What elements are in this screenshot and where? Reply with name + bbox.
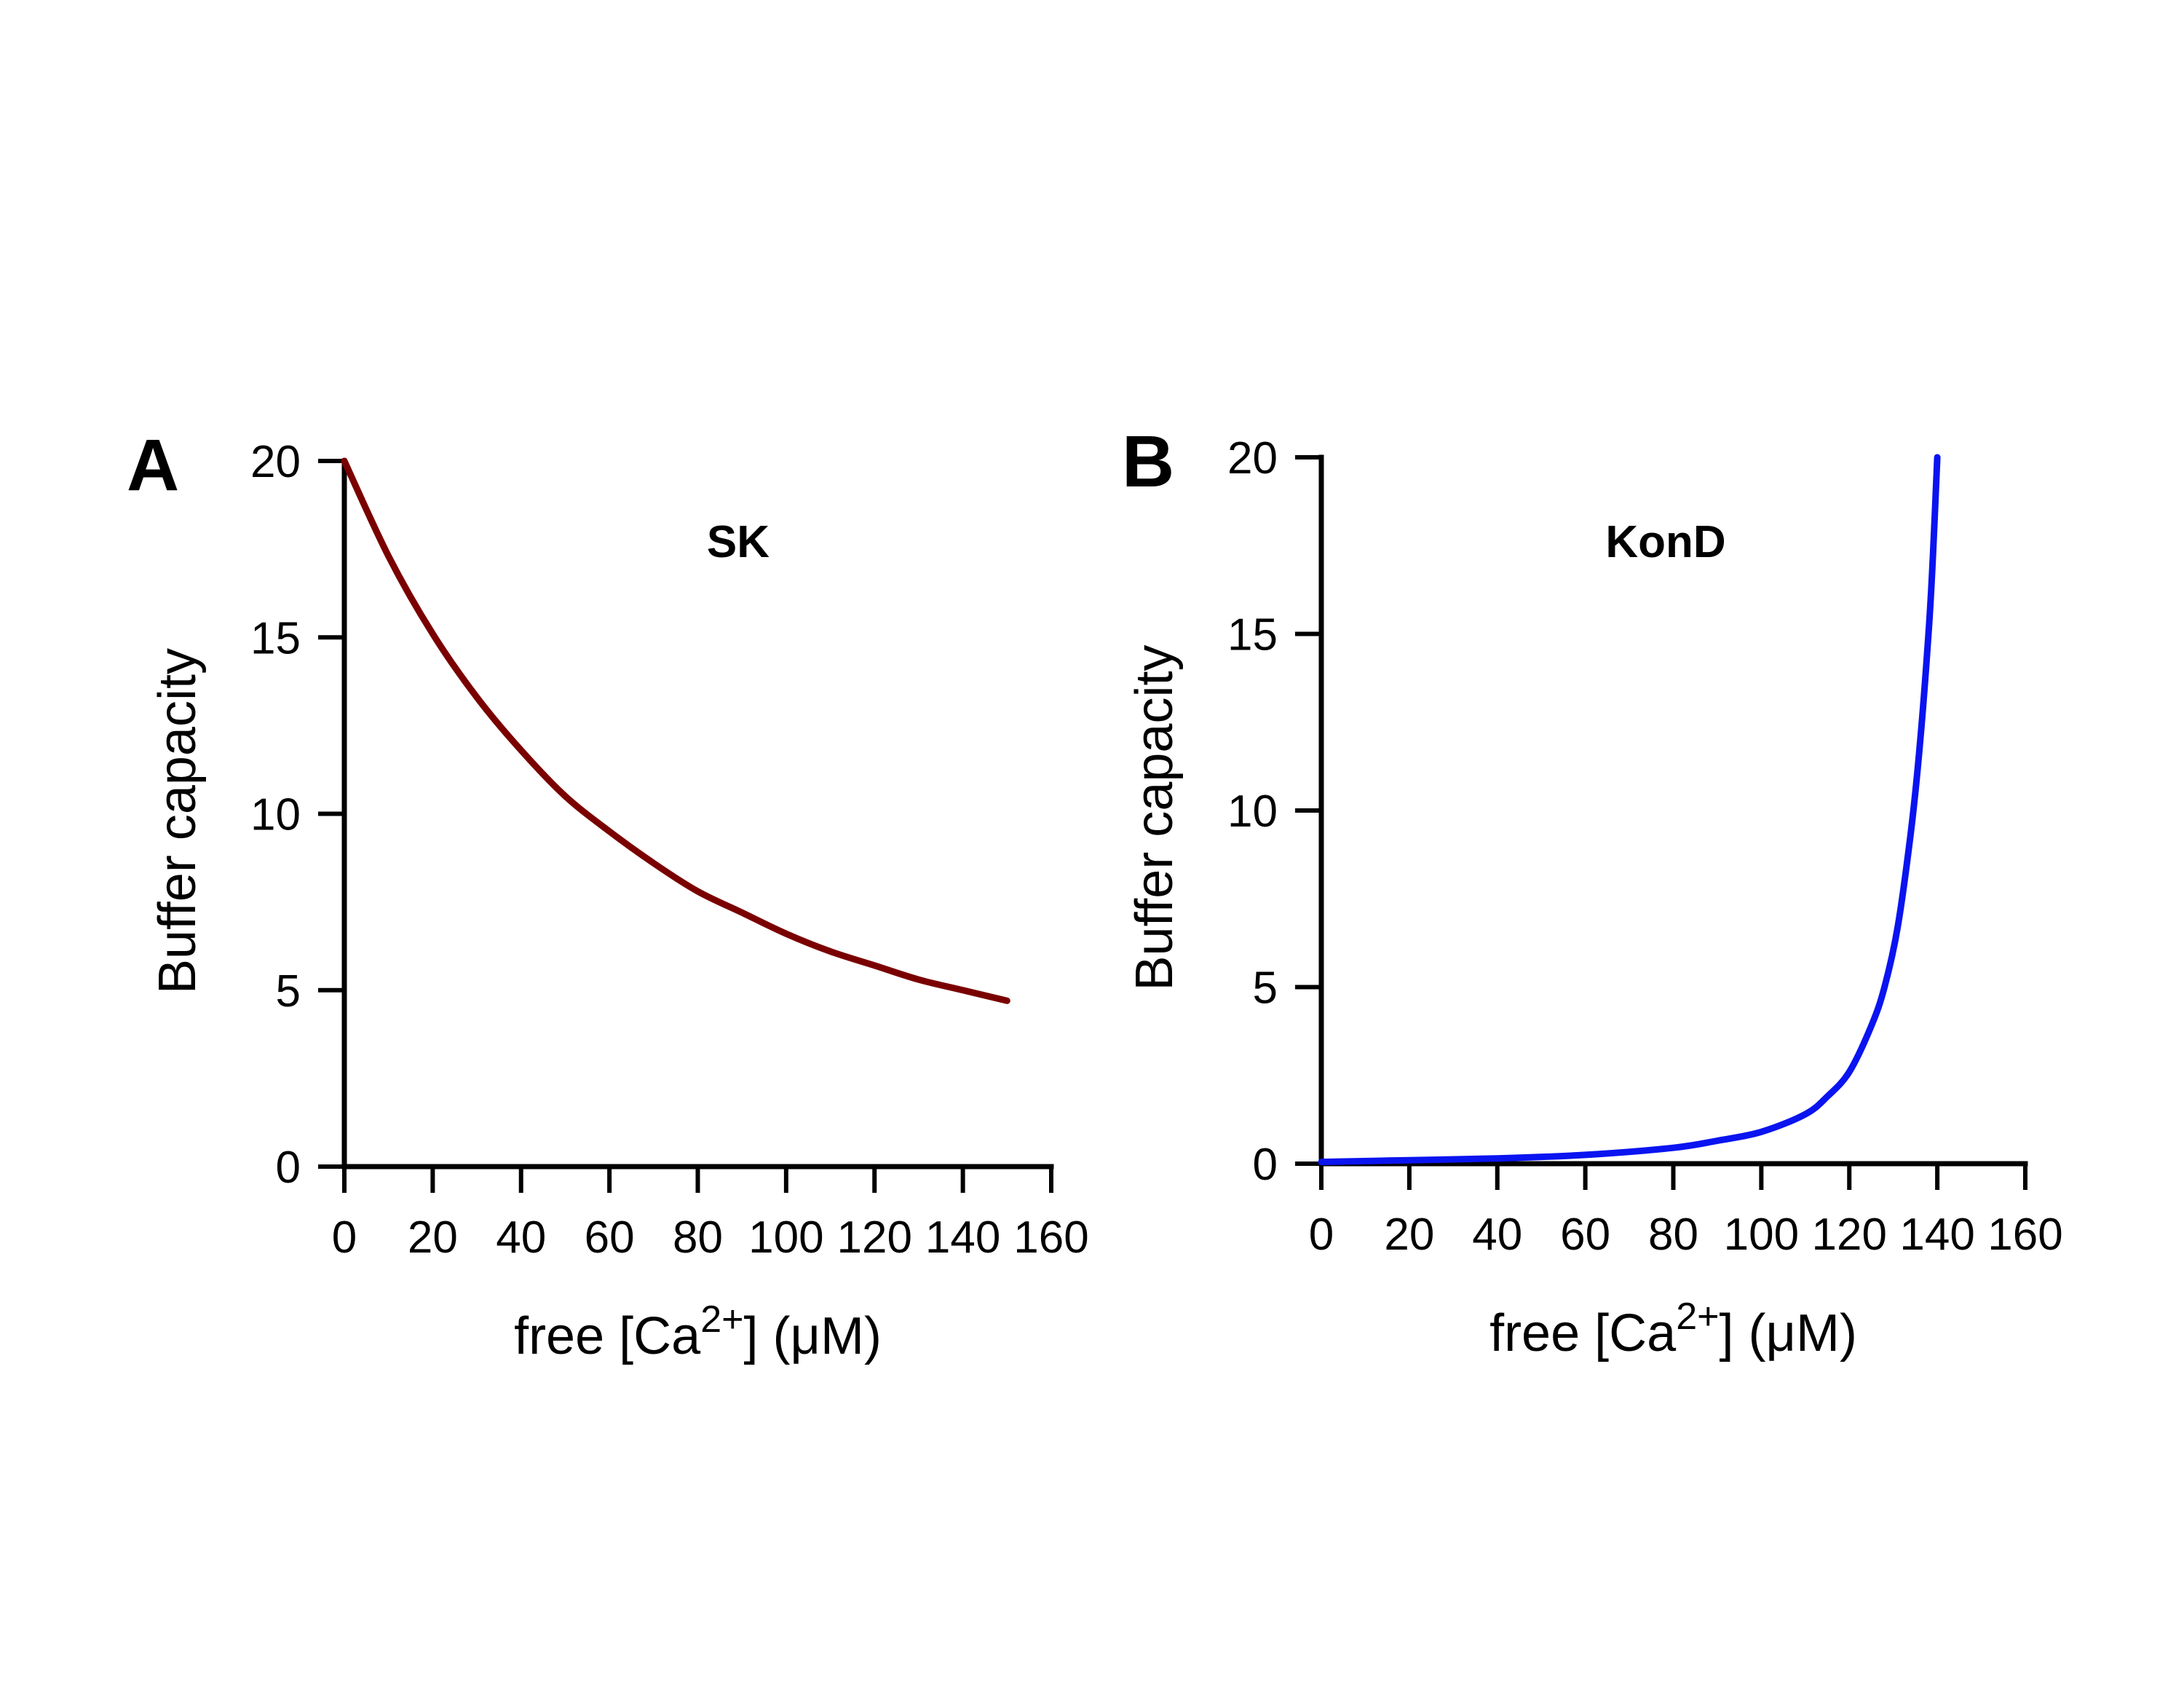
chart-0-series-line	[341, 457, 1010, 1004]
chart-0-y-tick-label: 0	[276, 1143, 301, 1193]
chart-0-y-tick-label: 10	[250, 790, 301, 840]
chart-1-x-tick-label: 120	[1812, 1210, 1887, 1260]
chart-0-y-axis-title: Buffer capacity	[149, 648, 207, 994]
chart-0-panel-letter: A	[127, 425, 179, 506]
chart-1-panel-letter: B	[1122, 421, 1174, 502]
chart-0-y-tick-label: 5	[276, 966, 301, 1017]
chart-0-series-label: SK	[707, 517, 769, 567]
chart-0-x-tick-label: 160	[1013, 1212, 1088, 1263]
chart-1: B KonD 0 5 10 15 20 0 20 40 60 80 100 120 140 160 Buffer…	[1122, 421, 2063, 1362]
chart-1-y-tick-label: 20	[1227, 433, 1278, 484]
chart-0-x-axis-title-prefix: free [Ca	[514, 1307, 701, 1365]
chart-0-x-axis-title-suffix: ] (μM)	[744, 1307, 882, 1365]
chart-1-series-line	[1318, 454, 1941, 1166]
chart-0-x-tick-label: 100	[748, 1212, 823, 1263]
chart-1-y-tick-label: 15	[1227, 610, 1278, 660]
chart-1-x-tick-label: 140	[1899, 1210, 1974, 1260]
chart-0-y-tick-label: 20	[250, 437, 301, 487]
chart-1-x-tick-label: 40	[1472, 1210, 1522, 1260]
chart-1-x-tick-label: 20	[1384, 1210, 1434, 1260]
chart-1-x-tick-label: 60	[1560, 1210, 1610, 1260]
chart-1-x-axis-title-suffix: ] (μM)	[1720, 1304, 1857, 1362]
chart-1-series-label: KonD	[1605, 517, 1725, 567]
chart-1-x-axis-title-superscript: 2+	[1676, 1295, 1719, 1338]
chart-1-y-tick-label: 5	[1253, 963, 1278, 1014]
chart-0-x-axis-title-superscript: 2+	[700, 1298, 743, 1341]
chart-1-x-tick-label: 0	[1309, 1210, 1334, 1260]
chart-0-x-tick-label: 140	[925, 1212, 1000, 1263]
chart-1-y-tick-label: 0	[1253, 1140, 1278, 1190]
chart-0-x-tick-label: 80	[673, 1212, 723, 1263]
chart-0-x-tick-label: 0	[332, 1212, 357, 1263]
chart-0-x-axis-title: free [Ca2+] (μM)	[514, 1298, 882, 1365]
chart-1-y-tick-label: 10	[1227, 786, 1278, 837]
chart-0-x-tick-label: 40	[496, 1212, 546, 1263]
chart-1-x-tick-label: 80	[1648, 1210, 1698, 1260]
chart-1-x-tick-label: 160	[1987, 1210, 2062, 1260]
chart-1-x-tick-label: 100	[1724, 1210, 1799, 1260]
chart-1-x-axis-title-prefix: free [Ca	[1489, 1304, 1677, 1362]
chart-0: A SK 0 5 10 15 20 0 20 40 60 80 100 120 140 160 Buffer c…	[127, 425, 1089, 1365]
chart-0-x-tick-label: 120	[837, 1212, 912, 1263]
chart-0-x-tick-label: 20	[408, 1212, 458, 1263]
chart-1-y-axis-title: Buffer capacity	[1125, 645, 1184, 991]
chart-0-x-tick-label: 60	[585, 1212, 635, 1263]
chart-0-y-tick-label: 15	[250, 613, 301, 663]
chart-1-x-axis-title: free [Ca2+] (μM)	[1489, 1295, 1857, 1362]
